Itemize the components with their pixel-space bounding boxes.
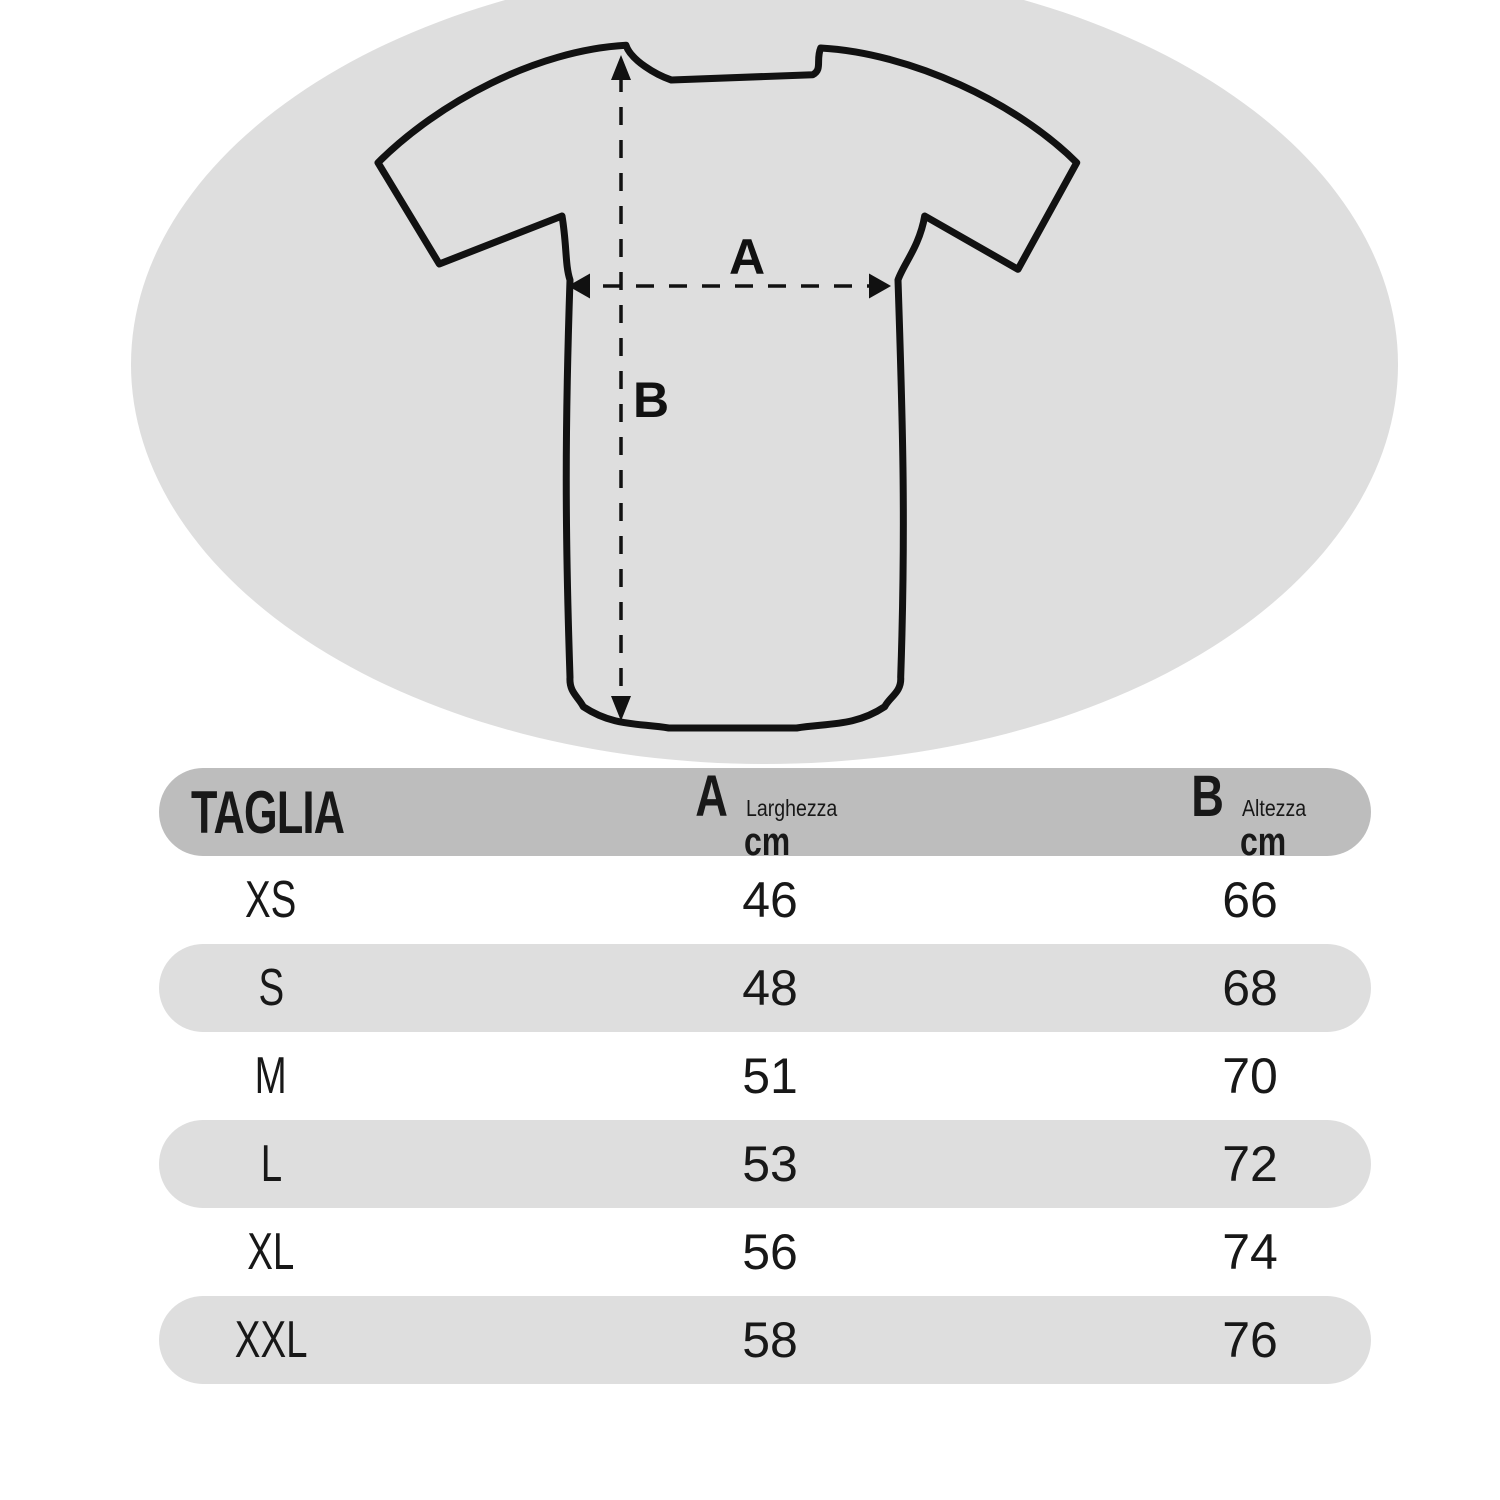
svg-text:B: B xyxy=(633,372,669,428)
svg-text:A: A xyxy=(729,229,765,285)
